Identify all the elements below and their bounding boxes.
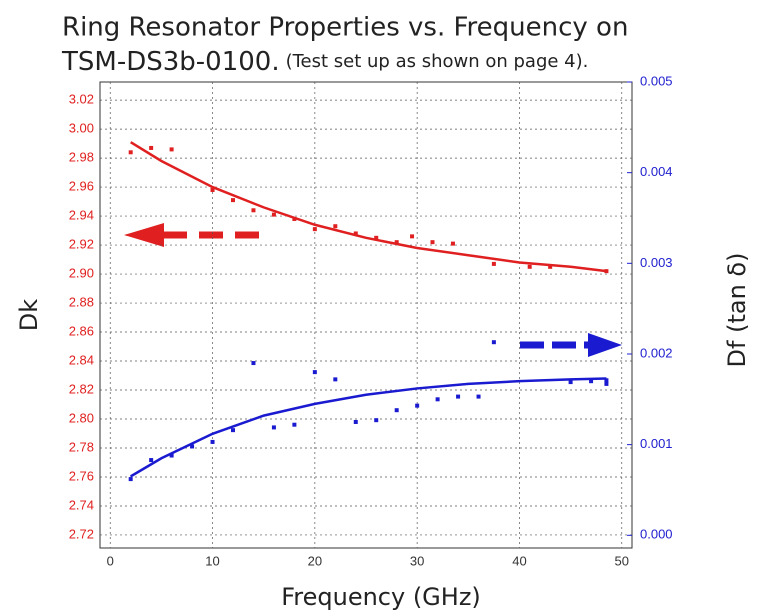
chart-title: TSM-DS3b-0100. (Test set up as shown on p… (61, 47, 588, 77)
y-tick-label: 2.90 (69, 265, 94, 280)
y2-axis-label: Df (tan δ) (723, 253, 751, 368)
y-tick-label: 2.74 (69, 497, 94, 512)
data-point (312, 227, 317, 232)
data-point (169, 453, 174, 458)
data-point (231, 198, 235, 203)
chart-title: Ring Resonator Properties vs. Frequency … (62, 13, 628, 43)
x-tick-label: 10 (205, 553, 219, 568)
data-point (231, 428, 235, 433)
y2-tick-label: 0.004 (640, 164, 673, 179)
x-tick-label: 40 (512, 553, 526, 568)
y2-tick-label: 0.005 (640, 73, 673, 88)
data-point (604, 381, 609, 386)
data-point (604, 378, 609, 383)
data-point (410, 234, 415, 239)
data-point (456, 394, 461, 399)
fit-line (130, 141, 607, 273)
data-point (374, 235, 379, 240)
y-tick-label: 2.80 (69, 410, 94, 425)
y-tick-label: 3.00 (69, 121, 94, 136)
y-tick-label: 2.92 (69, 237, 94, 252)
data-point (149, 145, 154, 150)
left-arrow (124, 223, 268, 247)
fit-line (130, 377, 607, 478)
x-tick-label: 50 (615, 553, 629, 568)
title-note: (Test set up as shown on page 4). (286, 51, 589, 72)
data-point (210, 439, 215, 444)
data-point (394, 240, 399, 245)
data-point (251, 361, 256, 366)
data-point (491, 340, 496, 345)
data-point (374, 418, 379, 423)
data-point (568, 380, 573, 385)
data-point (128, 477, 133, 482)
data-point (450, 241, 455, 246)
data-point (333, 377, 338, 382)
y-tick-label: 2.94 (69, 208, 94, 223)
y-tick-label: 2.86 (69, 323, 94, 338)
y-tick-label: 2.98 (69, 150, 94, 165)
data-point (271, 212, 276, 217)
data-point (271, 425, 276, 430)
y-tick-label: 2.78 (69, 439, 94, 454)
data-point (353, 419, 358, 424)
x-tick-label: 0 (107, 553, 114, 568)
data-point (415, 403, 420, 408)
y-axis-label: Dk (15, 299, 43, 331)
y-tick-label: 2.84 (69, 352, 94, 367)
data-point (169, 147, 174, 152)
y-tick-label: 2.72 (69, 526, 94, 541)
y2-tick-label: 0.001 (640, 436, 673, 451)
y-tick-label: 3.02 (69, 92, 94, 107)
y2-tick-label: 0.002 (640, 345, 673, 360)
title-part: TSM-DS3b-0100. (61, 47, 280, 77)
data-point (210, 187, 215, 192)
x-axis-label: Frequency (GHz) (281, 583, 481, 611)
data-point (333, 224, 338, 229)
y-tick-label: 2.76 (69, 468, 94, 483)
data-point (476, 394, 481, 399)
x-tick-label: 30 (410, 553, 424, 568)
data-point (128, 150, 133, 155)
y-tick-label: 2.82 (69, 381, 94, 396)
data-point (251, 208, 256, 213)
plot-frame (99, 81, 633, 549)
data-point (589, 379, 594, 384)
data-point (312, 370, 317, 375)
data-point (190, 444, 195, 449)
y2-tick-label: 0.000 (640, 527, 673, 542)
y-tick-label: 2.88 (69, 294, 94, 309)
data-point (292, 422, 297, 427)
y2-tick-label: 0.003 (640, 255, 673, 270)
data-point (353, 231, 358, 236)
data-point (149, 458, 154, 463)
data-point (435, 397, 440, 402)
right-arrow (520, 333, 622, 357)
data-point (527, 264, 532, 269)
data-point (491, 261, 496, 266)
y-tick-label: 2.96 (69, 179, 94, 194)
x-tick-label: 20 (308, 553, 322, 568)
data-point (548, 264, 553, 269)
data-point (430, 240, 435, 245)
data-point (394, 408, 399, 413)
